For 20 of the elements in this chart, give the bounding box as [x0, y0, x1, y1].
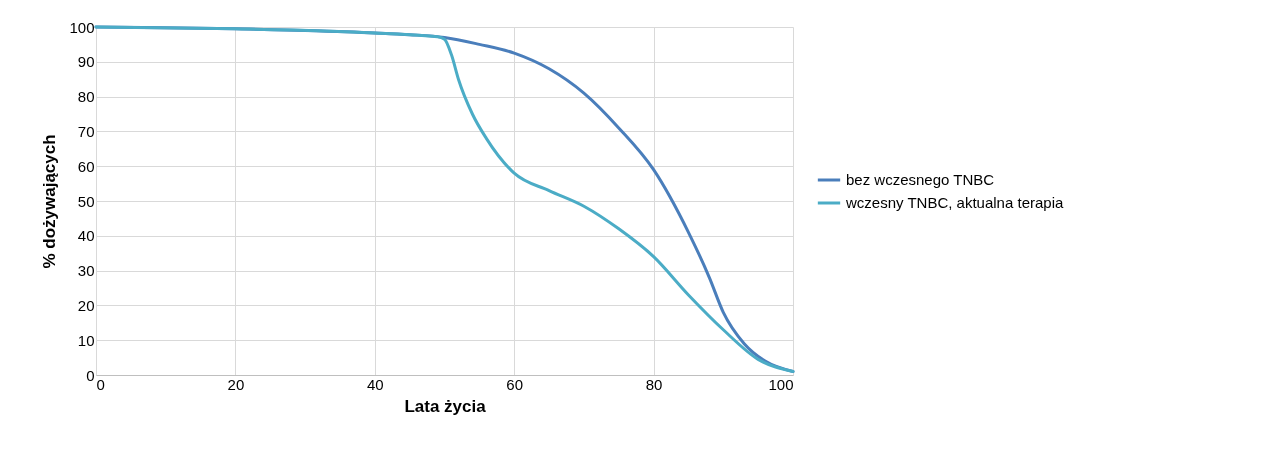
y-tick-label: 50 — [77, 192, 95, 210]
y-tick-label: 40 — [77, 227, 95, 245]
y-tick-label: 80 — [77, 88, 95, 106]
x-tick-label: 80 — [645, 375, 663, 393]
x-tick-label: 100 — [768, 375, 794, 393]
x-axis-title: Lata życia — [404, 396, 487, 416]
y-tick-label: 70 — [77, 122, 95, 140]
y-tick-label: 20 — [77, 296, 95, 314]
legend-label: wczesny TNBC, aktualna terapia — [845, 194, 1064, 211]
y-tick-label: 60 — [77, 157, 95, 175]
y-axis-title: % dożywających — [40, 134, 60, 269]
y-tick-label: 100 — [69, 18, 95, 36]
y-tick-label: 30 — [77, 262, 95, 280]
y-tick-label: 10 — [77, 331, 95, 349]
x-tick-label: 60 — [506, 375, 524, 393]
line-series — [94, 25, 795, 374]
x-tick-label: 40 — [366, 375, 384, 393]
legend-label: bez wczesnego TNBC — [846, 171, 995, 188]
x-tick-label: 20 — [227, 375, 245, 393]
y-tick-label: 90 — [77, 53, 95, 71]
